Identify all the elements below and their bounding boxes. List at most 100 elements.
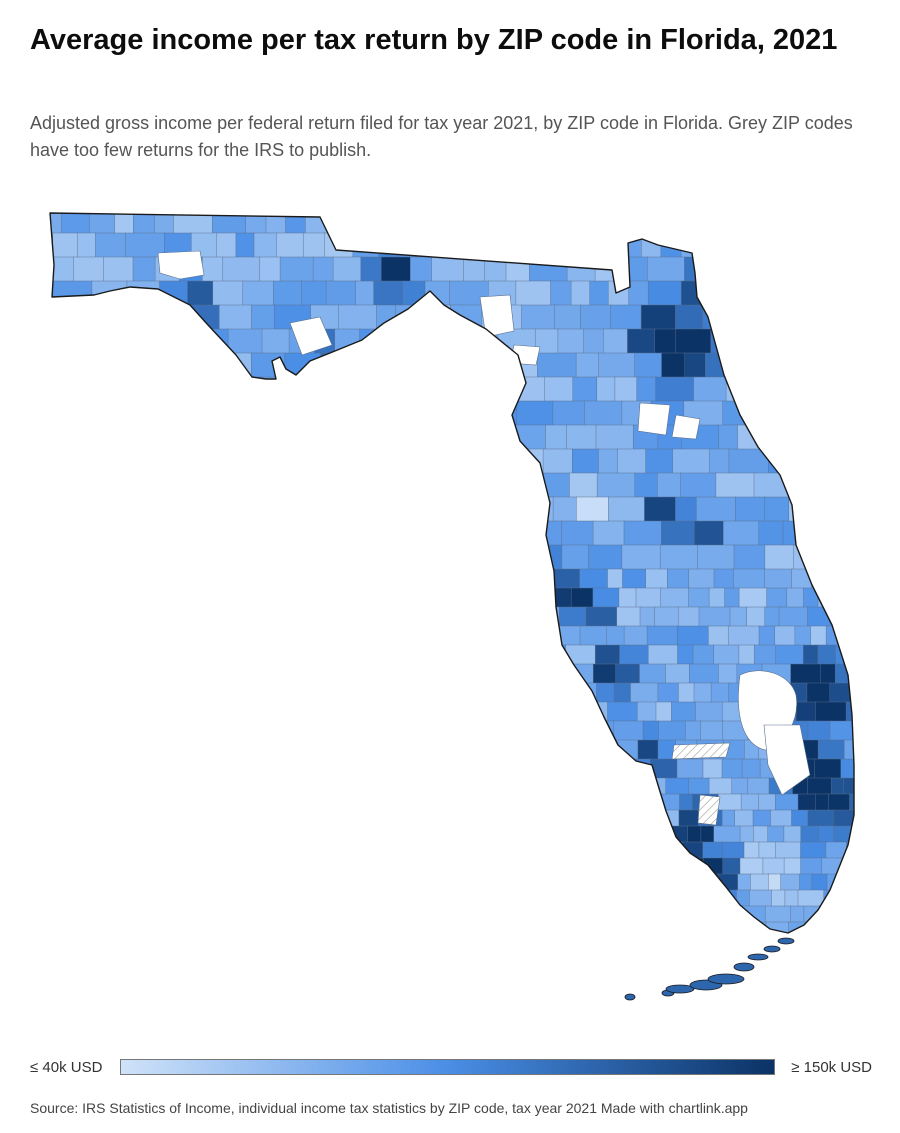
zip-region: [621, 544, 662, 570]
zip-region: [211, 606, 240, 627]
zip-region: [607, 568, 624, 589]
zip-region: [627, 921, 655, 933]
zip-region: [100, 701, 133, 722]
zip-region: [50, 448, 69, 474]
zip-region: [431, 256, 465, 282]
zip-region: [566, 424, 597, 450]
zip-region: [341, 568, 365, 589]
zip-region: [780, 873, 801, 891]
zip-region: [236, 544, 271, 570]
zip-region: [114, 213, 135, 234]
zip-region: [758, 625, 776, 646]
zip-region: [675, 496, 698, 522]
zip-region: [721, 758, 743, 779]
zip-region: [655, 701, 673, 722]
zip-region: [371, 841, 393, 859]
zip-region: [384, 644, 404, 665]
zip-region: [237, 644, 253, 665]
zip-region: [636, 376, 657, 402]
zip-region: [841, 857, 854, 875]
zip-region: [739, 328, 777, 354]
zip-region: [665, 777, 690, 795]
zip-region: [807, 777, 833, 795]
no-data-region: [479, 294, 515, 338]
zip-region: [426, 644, 457, 665]
zip-region: [259, 256, 281, 282]
zip-region: [570, 280, 591, 306]
zip-region: [858, 810, 871, 827]
zip-region: [741, 758, 761, 779]
zip-region: [63, 857, 87, 875]
zip-region: [50, 889, 71, 907]
zip-region: [70, 701, 102, 722]
zip-region: [549, 758, 580, 779]
zip-region: [783, 857, 802, 875]
zip-region: [261, 328, 290, 354]
zip-region: [279, 777, 297, 795]
zip-region: [69, 889, 84, 907]
zip-region: [264, 496, 290, 522]
zip-region: [137, 793, 159, 811]
zip-region: [262, 921, 284, 933]
zip-region: [564, 663, 595, 684]
zip-region: [287, 663, 310, 684]
zip-region: [437, 873, 460, 891]
zip-region: [807, 720, 831, 741]
zip-region: [505, 256, 531, 282]
zip-region: [258, 625, 288, 646]
zip-region: [582, 873, 608, 891]
zip-region: [183, 587, 215, 608]
zip-region: [258, 758, 276, 779]
zip-region: [275, 587, 306, 608]
zip-region: [700, 213, 730, 234]
zip-region: [308, 376, 348, 402]
zip-region: [417, 682, 439, 703]
zip-region: [386, 720, 419, 741]
zip-region: [198, 809, 217, 827]
zip-region: [820, 544, 849, 570]
zip-region: [639, 663, 667, 684]
chart-title: Average income per tax return by ZIP cod…: [30, 24, 838, 56]
zip-region: [80, 739, 98, 760]
zip-region: [416, 448, 450, 474]
zip-region: [284, 352, 322, 378]
zip-region: [215, 938, 236, 955]
zip-region: [521, 857, 548, 875]
zip-region: [213, 587, 232, 608]
zip-region: [312, 256, 334, 282]
zip-region: [121, 905, 144, 923]
zip-region: [336, 921, 363, 933]
zip-region: [583, 328, 605, 354]
zip-region: [295, 644, 316, 665]
zip-region: [687, 825, 702, 843]
zip-region: [311, 905, 334, 923]
zip-region: [737, 873, 752, 891]
zip-region: [682, 841, 704, 859]
zip-region: [764, 376, 791, 402]
zip-region: [222, 889, 245, 907]
zip-region: [766, 587, 788, 608]
zip-region: [159, 889, 185, 907]
zip-region: [791, 809, 809, 827]
zip-region: [816, 496, 840, 522]
zip-region: [678, 682, 695, 703]
zip-region: [235, 841, 252, 859]
zip-region: [790, 663, 822, 684]
zip-region: [491, 793, 518, 811]
zip-region: [155, 328, 194, 354]
zip-region: [320, 587, 348, 608]
zip-region: [521, 520, 563, 546]
zip-region: [862, 702, 877, 722]
zip-region: [610, 857, 633, 875]
zip-region: [579, 625, 608, 646]
zip-region: [112, 544, 136, 570]
zip-region: [816, 400, 843, 426]
zip-region: [363, 568, 394, 589]
zip-region: [718, 663, 738, 684]
zip-region: [483, 809, 500, 827]
zip-region: [99, 304, 126, 330]
zip-region: [814, 304, 854, 330]
zip-region: [119, 809, 134, 827]
zip-region: [328, 825, 348, 843]
zip-region: [227, 328, 263, 354]
